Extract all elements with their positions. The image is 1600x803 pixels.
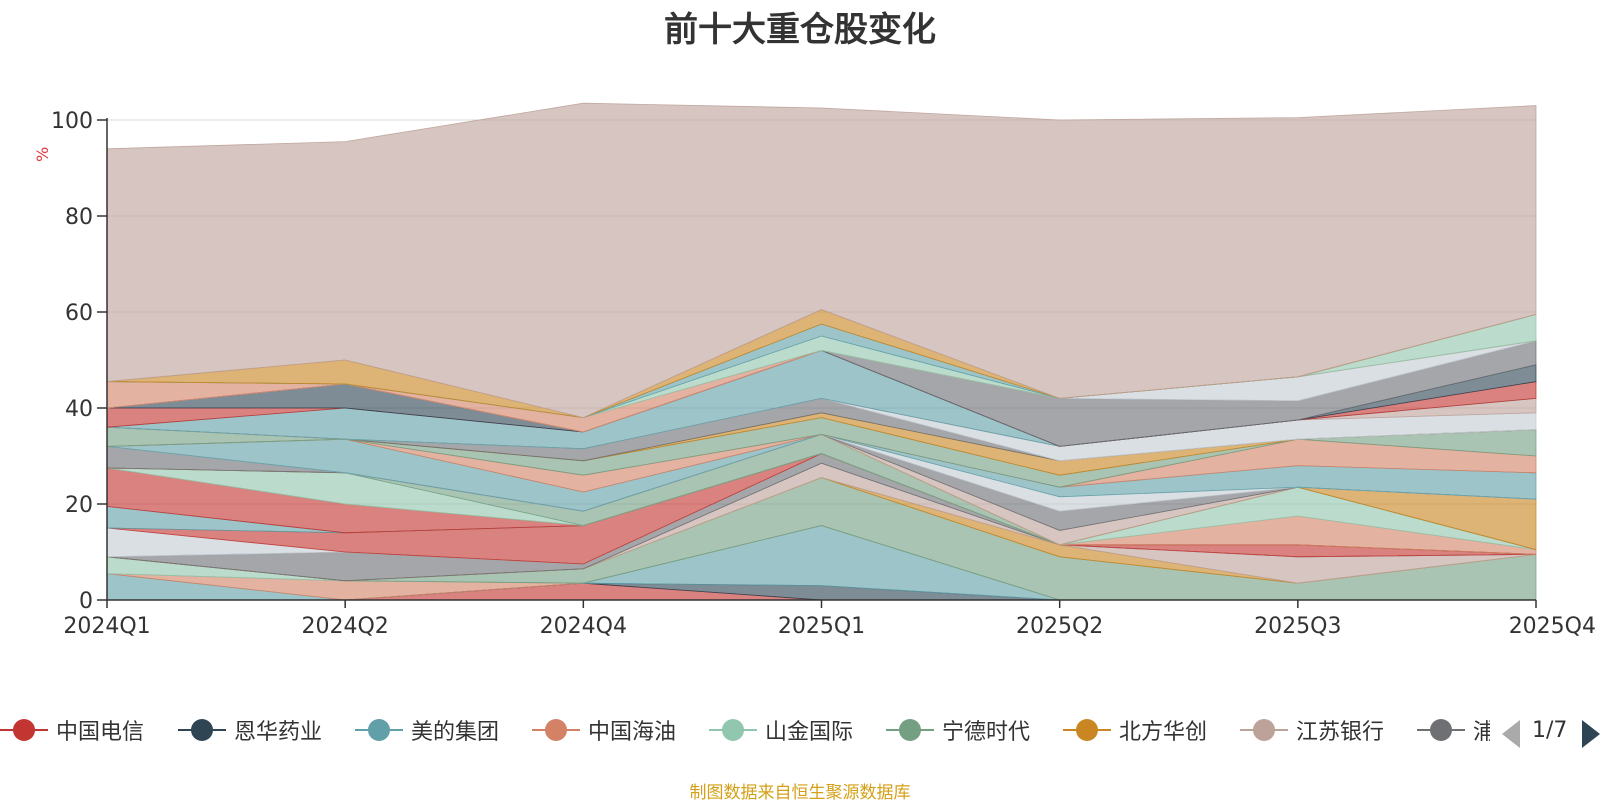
legend-item[interactable]: 山金国际 [707,710,853,750]
x-tick-label: 2024Q2 [302,614,389,639]
legend-marker-icon [886,719,934,741]
legend-marker-dot [1076,719,1098,741]
legend-marker-dot [1430,719,1452,741]
y-tick-label: 40 [65,397,93,422]
area-layer [106,102,1537,601]
legend-label: 浦 [1473,720,1490,745]
pager-text: 1/7 [1532,718,1568,743]
x-tick-label: 2025Q3 [1254,614,1341,639]
legend-item[interactable]: 恩华药业 [176,710,322,750]
legend-marker-icon [709,719,757,741]
x-tick-label: 2024Q1 [63,614,150,639]
x-tick-label: 2025Q2 [1016,614,1103,639]
legend-marker-icon [1417,719,1465,741]
chart-title: 前十大重仓股变化 [664,10,936,50]
legend-marker-dot [722,719,744,741]
legend-marker-icon [355,719,403,741]
legend-item[interactable]: 中国海油 [530,710,676,750]
legend-item[interactable]: 江苏银行 [1238,710,1384,750]
x-tick-label: 2024Q4 [540,614,627,639]
legend-label: 山金国际 [765,720,854,745]
y-tick-label: 80 [65,205,93,230]
legend-marker-dot [368,719,390,741]
legend-marker-dot [1253,719,1275,741]
legend-item[interactable]: 宁德时代 [884,710,1030,750]
legend-marker-dot [191,719,213,741]
legend-label: 中国海油 [588,720,677,745]
y-tick-label: 100 [51,109,93,134]
pager-next-icon[interactable] [1582,720,1600,748]
legend-marker-dot [13,719,35,741]
y-tick-label: 60 [65,301,93,326]
legend-label: 恩华药业 [234,720,323,745]
area-series [106,102,1537,419]
legend-marker-icon [1240,719,1288,741]
legend-label: 江苏银行 [1296,720,1385,745]
legend-item[interactable]: 中国电信 [0,710,144,750]
source-note: 制图数据来自恒生聚源数据库 [689,783,911,803]
legend-item[interactable]: 浦 [1415,710,1490,750]
legend-marker-icon [0,719,48,741]
legend-item[interactable]: 北方华创 [1061,710,1207,750]
axis-layer: % 0 20 40 60 80 100 2024Q1 2024Q2 2024Q4 2025Q1 20… [33,109,1596,639]
legend-marker-icon [1063,719,1111,741]
legend-marker-dot [899,719,921,741]
legend: 中国电信 恩华药业 美的集团 中国海油 山金国际 宁德时代 北方华创 江苏银行 … [0,710,1490,750]
pager-prev-icon[interactable] [1502,720,1520,748]
y-tick-label: 0 [79,589,93,614]
legend-label: 宁德时代 [942,720,1031,745]
x-tick-label: 2025Q1 [778,614,865,639]
x-tick-label: 2025Q4 [1509,614,1596,639]
legend-label: 美的集团 [411,720,500,745]
legend-marker-dot [545,719,567,741]
legend-marker-icon [178,719,226,741]
y-tick-label: 20 [65,493,93,518]
y-axis-unit-label: % [33,147,52,162]
legend-label: 北方华创 [1119,720,1208,745]
legend-label: 中国电信 [56,720,145,745]
legend-marker-icon [532,719,580,741]
legend-item[interactable]: 美的集团 [353,710,499,750]
legend-pager: 1/7 [1500,716,1600,752]
